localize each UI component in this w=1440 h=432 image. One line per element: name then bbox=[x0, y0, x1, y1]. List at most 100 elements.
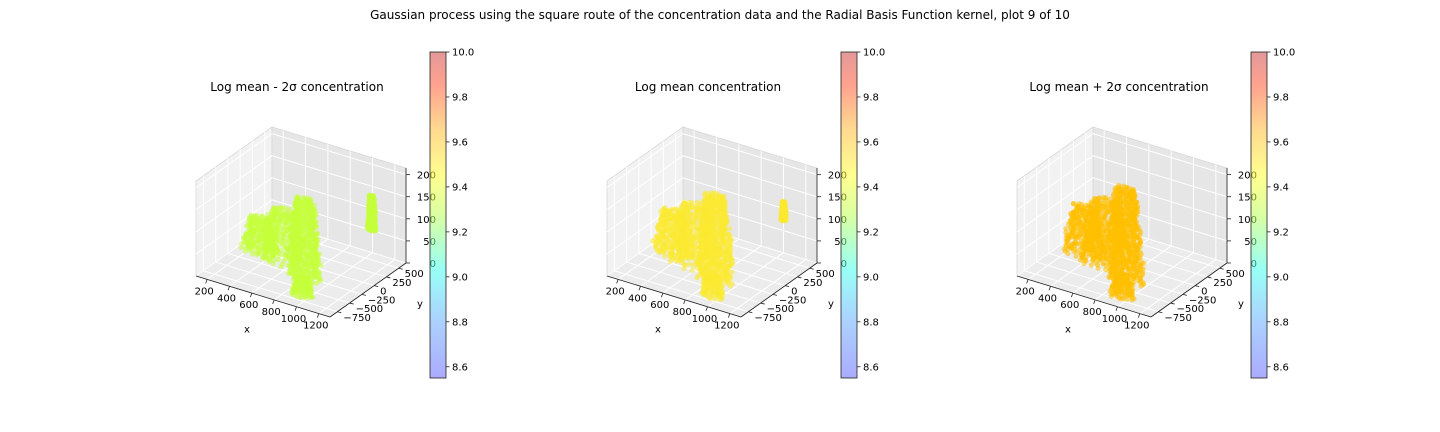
scatter-points bbox=[238, 192, 379, 301]
colorbar-tick-label: 9.8 bbox=[1273, 93, 1289, 104]
scatter-point bbox=[708, 221, 714, 227]
colorbar-tick-label: 9.0 bbox=[1273, 272, 1289, 283]
scatter-point bbox=[1109, 244, 1115, 250]
scatter-point bbox=[727, 283, 734, 289]
scatter-point bbox=[269, 215, 275, 221]
scatter-point bbox=[689, 205, 695, 211]
scatter-point bbox=[1102, 202, 1108, 208]
scatter-point bbox=[1098, 241, 1104, 247]
x-axis-label: x bbox=[655, 325, 661, 336]
colorbar-gradient bbox=[840, 51, 858, 379]
scatter-point bbox=[1092, 249, 1098, 255]
z-gridline bbox=[606, 177, 818, 233]
scatter-point bbox=[666, 211, 672, 217]
scatter-point bbox=[281, 252, 287, 258]
y-tick bbox=[1219, 267, 1224, 270]
colorbar-tick-label: 9.2 bbox=[863, 227, 879, 238]
y-tick-label: −500 bbox=[1177, 304, 1204, 315]
y-tick-label: −250 bbox=[779, 295, 806, 306]
colorbar-tick-label: 9.8 bbox=[863, 93, 879, 104]
scatter-point bbox=[306, 268, 312, 274]
scatter-point bbox=[687, 215, 693, 221]
scatter-point bbox=[1109, 264, 1116, 270]
scatter-point bbox=[1132, 206, 1139, 212]
scatter-point bbox=[717, 286, 723, 292]
colorbar-tick-label: 9.6 bbox=[1273, 137, 1289, 148]
colorbar-tick-label: 9.2 bbox=[452, 227, 468, 238]
scatter-point bbox=[279, 241, 285, 247]
scatter-point bbox=[1068, 226, 1075, 232]
z-tick-label: 200 bbox=[828, 171, 847, 182]
scatter-point bbox=[1125, 260, 1132, 266]
scatter-point bbox=[714, 274, 720, 280]
z-tick-label: 200 bbox=[1238, 171, 1257, 182]
scatter-point bbox=[1093, 236, 1099, 242]
y-tick bbox=[760, 302, 765, 305]
y-tick bbox=[337, 311, 342, 314]
scatter-point bbox=[1121, 183, 1127, 189]
colorbar-gradient bbox=[429, 51, 447, 379]
y-tick bbox=[349, 302, 354, 305]
scatter-point bbox=[314, 252, 320, 258]
y-tick bbox=[797, 276, 802, 279]
y-tick bbox=[386, 276, 391, 279]
scatter-point bbox=[1074, 248, 1080, 254]
scatter-point bbox=[665, 236, 671, 242]
y-tick bbox=[1195, 285, 1200, 288]
x-tick-label: 1200 bbox=[714, 321, 739, 332]
x-axis-label: x bbox=[1065, 325, 1071, 336]
x-tick bbox=[1093, 299, 1096, 305]
scatter-point bbox=[1070, 201, 1076, 207]
scatter-point bbox=[313, 232, 319, 238]
scatter-point bbox=[1088, 241, 1094, 247]
scatter-point bbox=[274, 227, 280, 234]
x-tick-label: 200 bbox=[606, 286, 625, 297]
scatter-point bbox=[726, 279, 732, 285]
scatter-point bbox=[667, 244, 673, 250]
y-tick-label: 500 bbox=[1226, 269, 1245, 280]
scatter-point bbox=[1128, 290, 1134, 296]
scatter-point bbox=[729, 269, 735, 275]
y-tick bbox=[374, 285, 379, 288]
scatter-point bbox=[1098, 207, 1104, 213]
x-tick bbox=[205, 279, 208, 284]
scatter-point bbox=[656, 236, 662, 242]
scatter-point bbox=[1113, 220, 1119, 226]
scatter-point bbox=[679, 253, 686, 259]
scatter-point bbox=[307, 294, 314, 300]
colorbar-tick-label: 8.8 bbox=[1273, 317, 1289, 328]
scatter-point bbox=[722, 219, 729, 225]
scatter-point bbox=[291, 267, 297, 273]
z-tick-label: 150 bbox=[1238, 193, 1257, 204]
colorbar-tick-label: 8.8 bbox=[863, 317, 879, 328]
y-tick-label: 250 bbox=[803, 278, 822, 289]
scatter-point bbox=[276, 210, 282, 216]
x-tick bbox=[227, 286, 230, 291]
scatter-point bbox=[1094, 206, 1100, 212]
colorbar-tick-label: 10.0 bbox=[1273, 48, 1295, 59]
y-tick-label: −750 bbox=[1164, 313, 1191, 324]
colorbar-tick-label: 8.6 bbox=[1273, 362, 1289, 373]
colorbar-tick-label: 9.6 bbox=[863, 137, 879, 148]
scatter-point bbox=[667, 258, 673, 265]
x-tick-label: 1200 bbox=[303, 321, 328, 332]
z-gridline bbox=[195, 155, 407, 211]
scatter-point bbox=[720, 292, 726, 299]
panel-title: Log mean - 2σ concentration bbox=[210, 80, 383, 94]
scatter-point bbox=[305, 276, 311, 282]
x-axis-label: x bbox=[244, 325, 250, 336]
y-axis-line bbox=[740, 262, 818, 318]
scatter-point bbox=[285, 228, 291, 234]
scatter-point bbox=[725, 231, 731, 237]
scatter-point bbox=[689, 267, 695, 273]
scatter-point bbox=[722, 206, 728, 212]
scatter-point bbox=[1103, 263, 1109, 269]
scatter-point bbox=[309, 289, 315, 295]
x-tick-label: 400 bbox=[628, 293, 647, 304]
y-tick bbox=[748, 311, 753, 314]
panel-1: Log mean - 2σ concentration2004006008001… bbox=[195, 48, 474, 379]
scatter-point bbox=[1103, 267, 1109, 273]
x-tick bbox=[727, 313, 731, 318]
scatter-point bbox=[292, 245, 298, 251]
colorbar-tick-label: 8.6 bbox=[452, 362, 468, 373]
